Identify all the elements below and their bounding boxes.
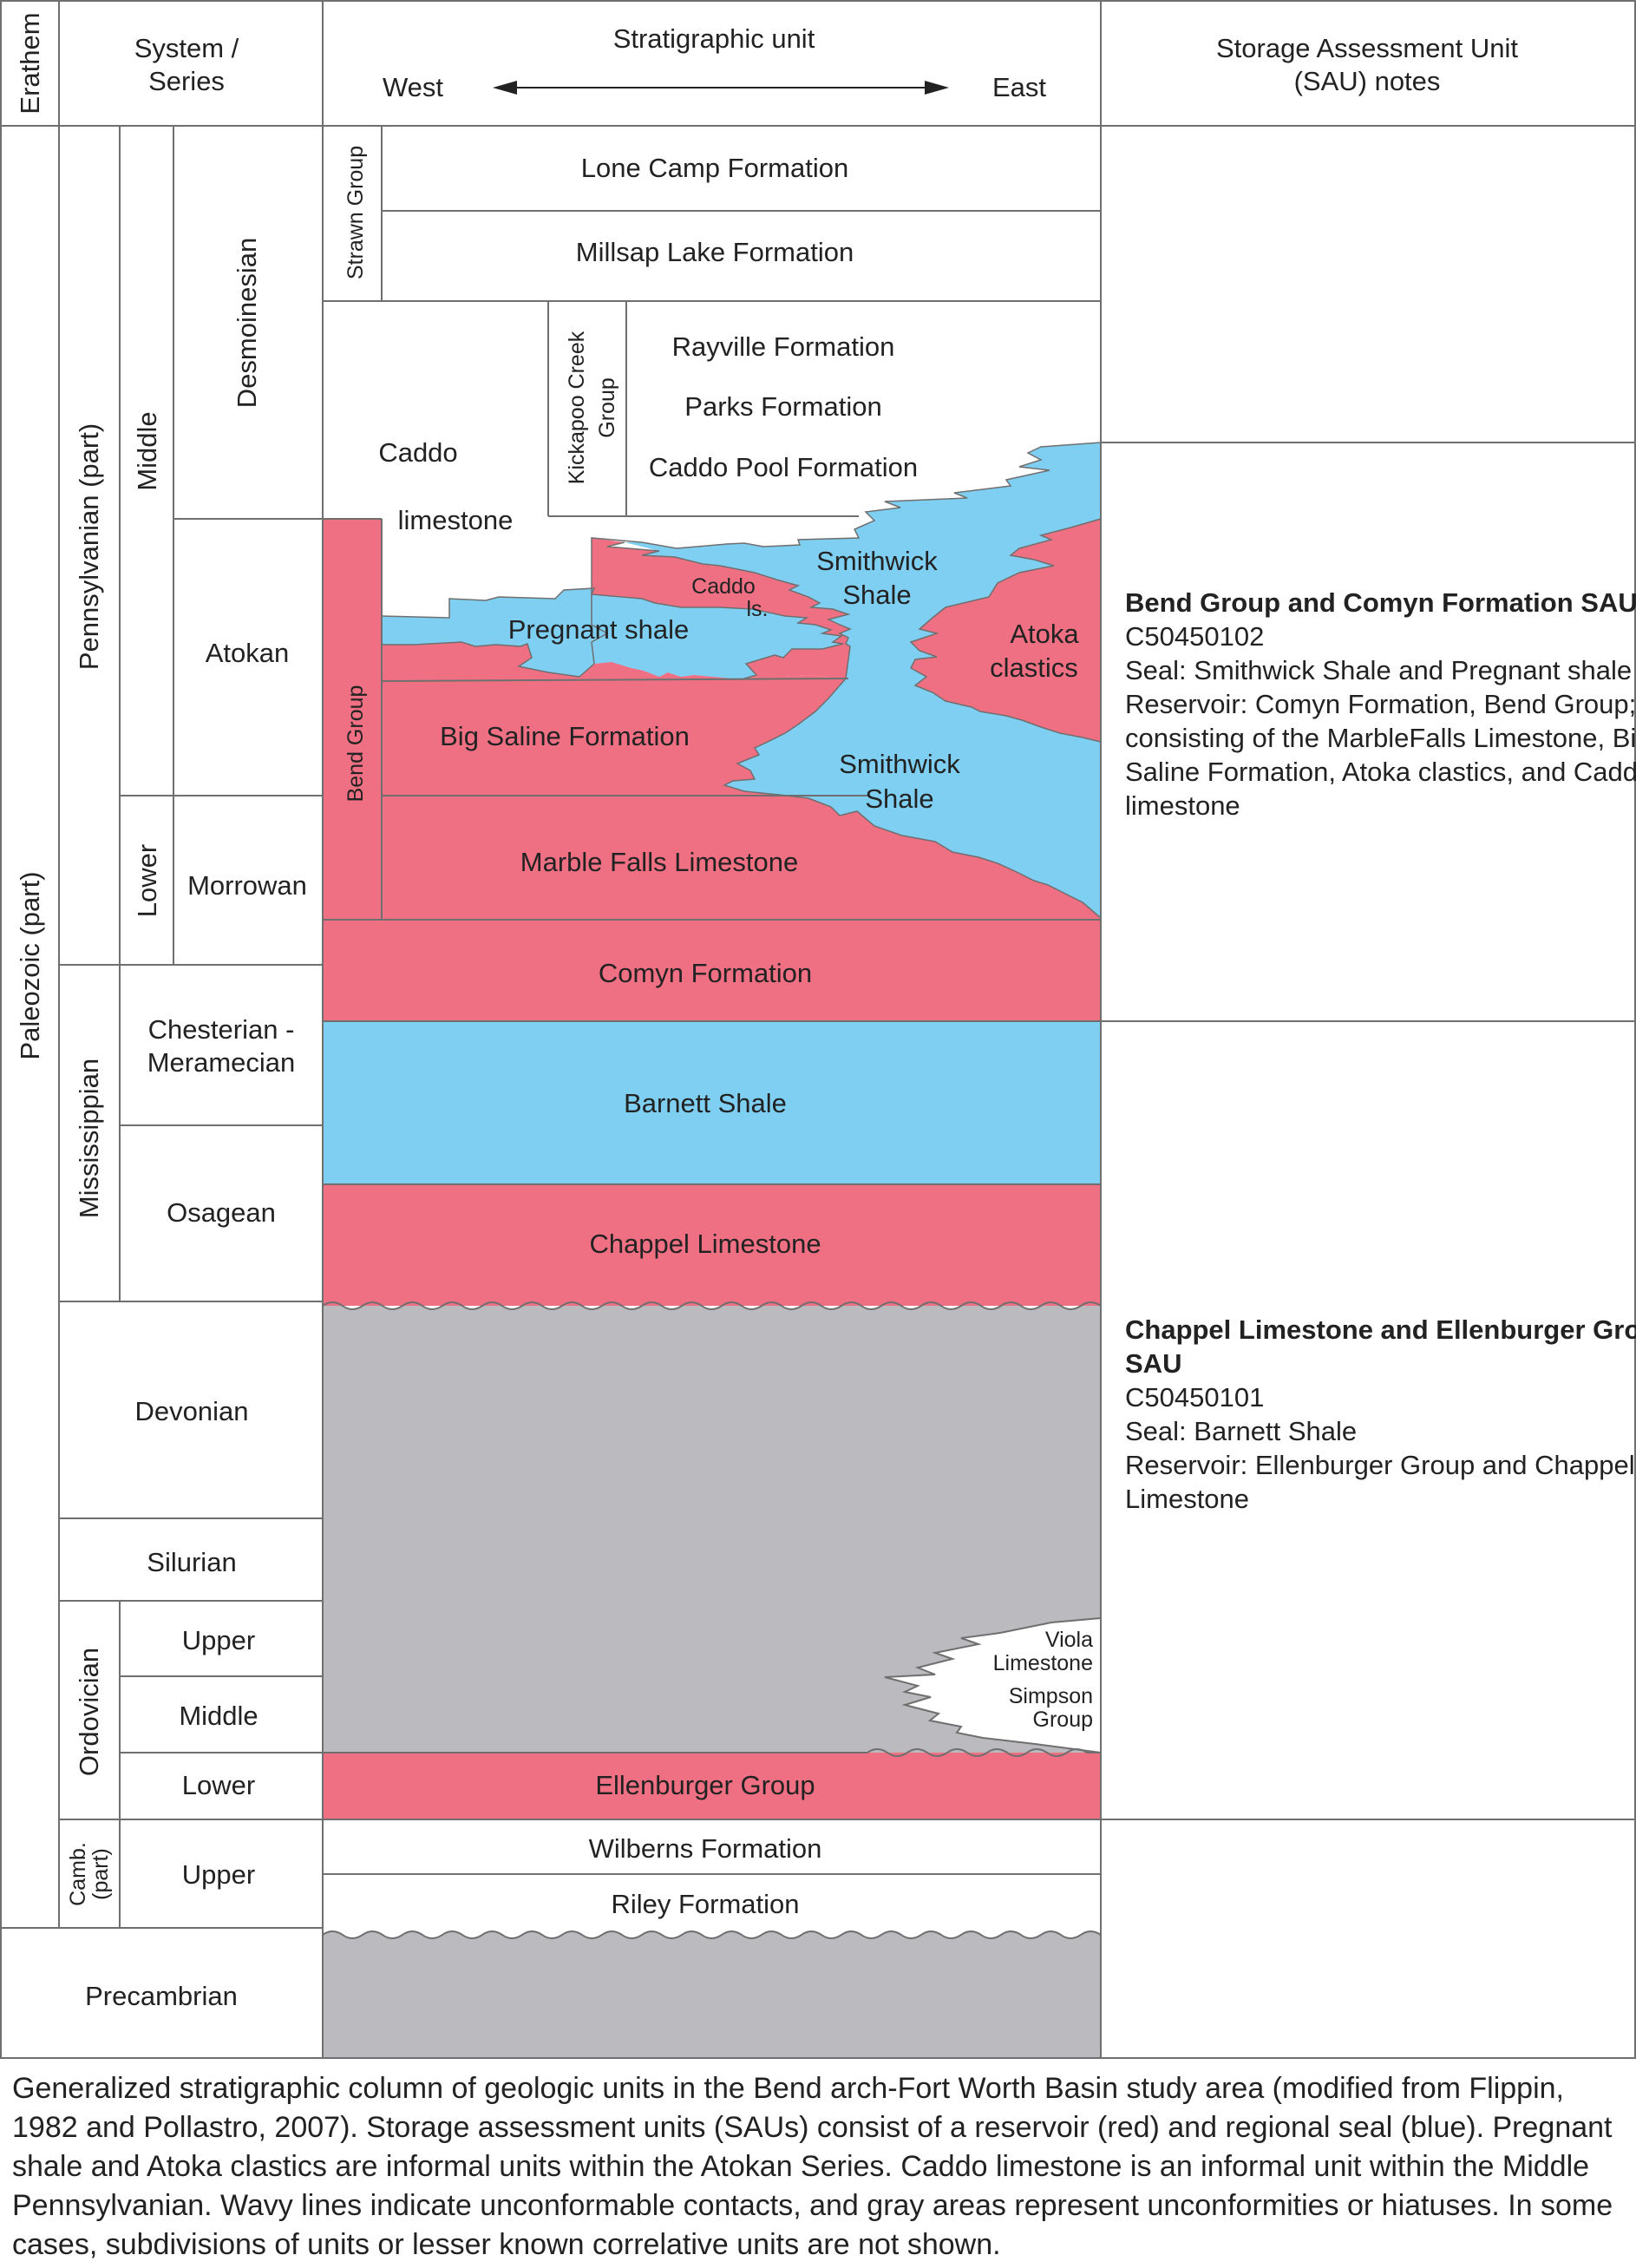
series-lower-penn: Lower bbox=[132, 844, 162, 917]
header-sau-notes-line2: (SAU) notes bbox=[1294, 66, 1441, 96]
unit-smithwick-shale-lower-line2: Shale bbox=[865, 783, 933, 814]
unit-rayville-formation: Rayville Formation bbox=[672, 331, 895, 362]
system-cambrian-line2: (part) bbox=[88, 1848, 113, 1900]
header-east: East bbox=[992, 72, 1046, 102]
unit-atoka-clastics-line2: clastics bbox=[990, 652, 1078, 683]
unit-bend-group: Bend Group bbox=[344, 685, 368, 803]
unit-parks-formation: Parks Formation bbox=[684, 391, 881, 422]
unit-caddo-limestone-line2: limestone bbox=[398, 505, 514, 535]
bend-group-red-fill bbox=[323, 519, 1101, 920]
series-chesterian-line1: Chesterian - bbox=[148, 1014, 295, 1045]
precambrian-gray bbox=[323, 1931, 1101, 2058]
unit-caddo-pool-formation: Caddo Pool Formation bbox=[649, 452, 918, 482]
unit-pregnant-shale: Pregnant shale bbox=[508, 614, 690, 645]
system-mississippian: Mississippian bbox=[74, 1059, 104, 1218]
unit-simpson-group-line2: Group bbox=[1033, 1708, 1093, 1732]
unit-caddo-ls-line1: Caddo bbox=[691, 574, 756, 599]
sau-chappel-code: C50450101 bbox=[1125, 1382, 1264, 1413]
unit-viola-limestone-line1: Viola bbox=[1045, 1628, 1093, 1652]
header-system-series-line2: Series bbox=[148, 66, 225, 96]
sau-chappel-title-line1: Chappel Limestone and Ellenburger Group bbox=[1125, 1314, 1636, 1345]
sau-bend-code: C50450102 bbox=[1125, 621, 1264, 652]
smithwick-shale-blue-fill bbox=[625, 442, 1101, 918]
unit-barnett-shale: Barnett Shale bbox=[624, 1088, 787, 1118]
unit-smithwick-shale-lower-line1: Smithwick bbox=[839, 749, 960, 779]
system-devonian: Devonian bbox=[135, 1396, 249, 1426]
series-ordovician-lower: Lower bbox=[182, 1770, 255, 1800]
unit-marble-falls-limestone: Marble Falls Limestone bbox=[520, 847, 798, 877]
unit-atoka-clastics-line1: Atoka bbox=[1010, 619, 1079, 649]
sau-bend-reservoir-line2: consisting of the MarbleFalls Limestone,… bbox=[1125, 723, 1636, 753]
header-west: West bbox=[383, 72, 443, 102]
unit-comyn-formation: Comyn Formation bbox=[599, 958, 812, 988]
series-ordovician-upper: Upper bbox=[182, 1625, 255, 1655]
series-middle-penn: Middle bbox=[132, 411, 162, 490]
comyn-fill bbox=[323, 920, 1101, 1021]
sau-chappel-seal: Seal: Barnett Shale bbox=[1125, 1416, 1357, 1446]
unit-millsap-lake-formation: Millsap Lake Formation bbox=[576, 237, 854, 267]
sau-chappel-reservoir-line2: Limestone bbox=[1125, 1484, 1249, 1514]
header-stratigraphic-unit: Stratigraphic unit bbox=[613, 23, 815, 54]
stage-desmoinesian: Desmoinesian bbox=[232, 238, 262, 408]
series-ordovician-middle: Middle bbox=[179, 1701, 258, 1731]
header-erathem: Erathem bbox=[15, 12, 45, 114]
viola-simpson-wedge bbox=[884, 1616, 1102, 1754]
unit-big-saline-formation: Big Saline Formation bbox=[440, 721, 690, 751]
unit-caddo-limestone-line1: Caddo bbox=[378, 437, 457, 468]
unit-viola-limestone-line2: Limestone bbox=[993, 1651, 1093, 1675]
stage-atokan: Atokan bbox=[206, 638, 290, 668]
unit-chappel-limestone: Chappel Limestone bbox=[589, 1229, 821, 1259]
unit-riley-formation: Riley Formation bbox=[611, 1889, 799, 1919]
sau-bend-reservoir-line1: Reservoir: Comyn Formation, Bend Group; bbox=[1125, 689, 1636, 719]
grid-lines bbox=[0, 0, 1636, 2059]
figure-caption: Generalized stratigraphic column of geol… bbox=[12, 2072, 1613, 2261]
west-east-arrow bbox=[493, 81, 949, 95]
unit-ellenburger-group: Ellenburger Group bbox=[595, 1770, 815, 1800]
stratigraphic-chart: Erathem System / Series Stratigraphic un… bbox=[0, 0, 1636, 2059]
sau-bend-title: Bend Group and Comyn Formation SAU bbox=[1125, 587, 1636, 618]
system-cambrian-line1: Camb. bbox=[66, 1842, 90, 1906]
system-silurian: Silurian bbox=[147, 1547, 236, 1577]
unit-strawn-group: Strawn Group bbox=[344, 146, 368, 279]
unit-simpson-group-line1: Simpson bbox=[1009, 1684, 1093, 1708]
header-sau-notes-line1: Storage Assessment Unit bbox=[1216, 33, 1518, 63]
series-cambrian-upper: Upper bbox=[182, 1859, 255, 1890]
atoka-red-fill bbox=[911, 519, 1101, 742]
unit-smithwick-shale-upper-line1: Smithwick bbox=[816, 546, 938, 576]
unit-contact-lines bbox=[381, 442, 1102, 919]
header-system-series-line1: System / bbox=[134, 33, 239, 63]
sau-chappel-reservoir-line1: Reservoir: Ellenburger Group and Chappel bbox=[1125, 1450, 1635, 1480]
ellenburger-fill bbox=[323, 1753, 1101, 1819]
unit-caddo-ls-line2: ls. bbox=[747, 597, 769, 621]
chappel-fill bbox=[323, 1184, 1101, 1306]
erathem-paleozoic: Paleozoic (part) bbox=[15, 871, 45, 1059]
unconformity-line-precambrian bbox=[322, 1930, 1102, 1939]
unit-wilberns-formation: Wilberns Formation bbox=[589, 1833, 822, 1864]
series-chesterian-line2: Meramecian bbox=[147, 1047, 296, 1078]
system-ordovician: Ordovician bbox=[74, 1648, 104, 1776]
erathem-precambrian: Precambrian bbox=[85, 1981, 238, 2011]
unit-smithwick-shale-upper-line2: Shale bbox=[842, 580, 911, 610]
unit-kickapoo-creek-line2: Group bbox=[595, 377, 619, 437]
sau-chappel-title-line2: SAU bbox=[1125, 1348, 1181, 1379]
hiatus-gray-block bbox=[323, 1302, 1101, 1753]
sau-bend-reservoir-line3: Saline Formation, Atoka clastics, and Ca… bbox=[1125, 757, 1636, 787]
sau-bend-seal: Seal: Smithwick Shale and Pregnant shale bbox=[1125, 655, 1632, 685]
system-pennsylvanian: Pennsylvanian (part) bbox=[74, 423, 104, 670]
unit-lone-camp-formation: Lone Camp Formation bbox=[581, 153, 848, 183]
unconformity-line-ellenburger bbox=[867, 1748, 1101, 1757]
unit-kickapoo-creek-line1: Kickapoo Creek bbox=[565, 331, 589, 484]
barnett-fill bbox=[323, 1021, 1101, 1184]
stage-morrowan: Morrowan bbox=[187, 870, 307, 901]
series-osagean: Osagean bbox=[167, 1197, 276, 1228]
unconformity-line-chappel bbox=[322, 1301, 1102, 1310]
sau-bend-reservoir-line4: limestone bbox=[1125, 790, 1240, 821]
pregnant-shale-blue-fill bbox=[382, 588, 843, 679]
